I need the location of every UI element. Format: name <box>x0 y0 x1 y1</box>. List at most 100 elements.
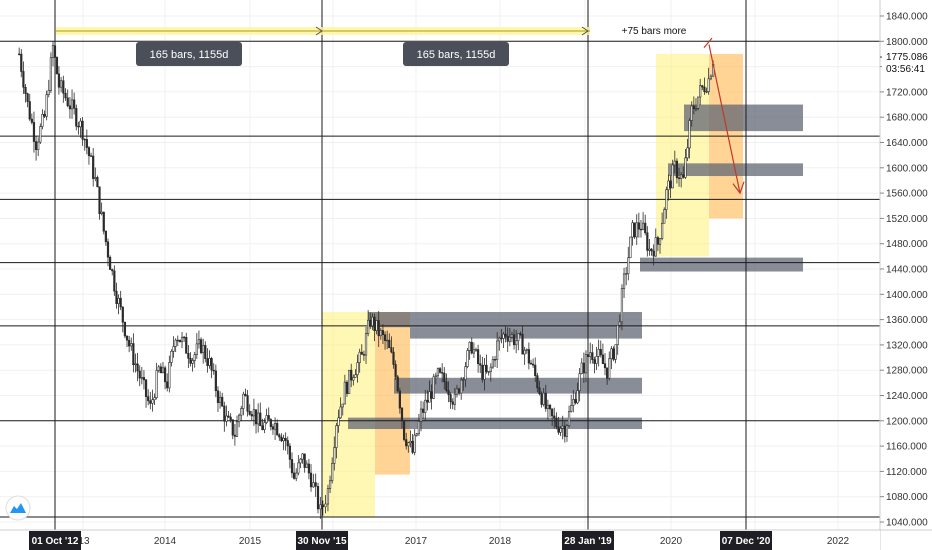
candle-body <box>362 354 366 356</box>
candle-body <box>392 351 395 365</box>
candle-body <box>584 354 588 374</box>
candle-body <box>34 141 38 150</box>
candle-body <box>682 174 685 178</box>
candle-body <box>457 388 461 394</box>
candle-body <box>49 57 52 91</box>
candle-body <box>529 362 533 365</box>
candle-body <box>415 433 418 436</box>
candle-body <box>555 417 558 428</box>
candle-body <box>140 377 143 379</box>
x-tick-label: 2017 <box>405 536 428 547</box>
candle-body <box>445 381 448 391</box>
candle-body <box>665 189 668 210</box>
candle-body <box>707 78 710 92</box>
candle-body <box>303 453 306 468</box>
candle-body <box>229 416 232 421</box>
candle-body <box>597 348 600 357</box>
candle-body <box>671 164 674 189</box>
candle-body <box>206 358 209 366</box>
candle-body <box>540 393 543 405</box>
candle-body <box>75 107 78 127</box>
candle-body <box>94 177 97 179</box>
candle-body <box>193 354 196 361</box>
candle-body <box>347 369 351 394</box>
candle-body <box>542 392 545 405</box>
candle-body <box>394 364 397 378</box>
candle-body <box>202 345 205 354</box>
candle-body <box>174 339 177 347</box>
y-axis: 1840.0001800.0001760.0001720.0001680.000… <box>879 0 932 550</box>
candle-body <box>286 440 289 447</box>
candle-body <box>324 503 327 508</box>
candle-body <box>138 370 141 379</box>
y-tick-label: 1360.000 <box>886 315 928 326</box>
candle-body <box>113 270 116 292</box>
candle-body <box>70 99 74 110</box>
candle-body <box>388 339 391 348</box>
candle-body <box>214 370 217 392</box>
candle-body <box>163 367 167 383</box>
candle-body <box>699 85 702 98</box>
candle-body <box>506 335 509 342</box>
x-axis-panel <box>0 530 880 550</box>
arrow-head <box>732 181 745 195</box>
marker-date-badge <box>296 531 348 550</box>
candle-body <box>705 91 708 93</box>
candle-body <box>30 118 33 123</box>
candle-body <box>244 393 247 396</box>
candle-body <box>449 394 452 403</box>
y-tick-label: 1640.000 <box>886 138 928 149</box>
candle-body <box>455 388 459 395</box>
marker-date-badge <box>720 531 772 550</box>
candle-body <box>477 349 480 364</box>
candle-body <box>574 399 577 404</box>
candle-body <box>77 125 80 128</box>
candle-body <box>288 445 291 460</box>
candle-body <box>216 390 220 403</box>
candle-body <box>55 57 59 75</box>
candle-body <box>66 97 69 107</box>
candle-body <box>195 343 198 355</box>
candle-body <box>534 364 537 376</box>
candle-body <box>386 339 389 342</box>
candle-body <box>460 379 463 394</box>
tradingview-logo[interactable] <box>5 495 31 521</box>
candle-body <box>20 53 23 72</box>
candle-body <box>400 407 404 421</box>
candle-body <box>204 345 207 359</box>
candle-body <box>180 336 184 343</box>
candle-body <box>656 237 659 245</box>
candle-body <box>570 405 573 412</box>
candle-body <box>26 93 29 102</box>
candle-body <box>496 340 499 360</box>
candle-body <box>316 485 320 510</box>
y-tick-label: 1480.000 <box>886 239 928 250</box>
candle-body <box>117 297 120 304</box>
candle-body <box>62 80 65 94</box>
candle-body <box>81 120 84 140</box>
candle-body <box>517 333 520 342</box>
candle-body <box>654 237 657 257</box>
candle-body <box>339 406 342 419</box>
candle-body <box>398 390 401 409</box>
y-axis-panel <box>880 0 932 550</box>
candle-body <box>159 366 162 374</box>
candle-body <box>383 334 387 341</box>
candle-body <box>356 362 359 376</box>
candle-body <box>149 400 152 404</box>
candle-body <box>438 368 442 373</box>
bars-more-note: +75 bars more <box>622 26 687 37</box>
candle-body <box>612 348 615 360</box>
candle-body <box>667 180 670 191</box>
candle-body <box>161 367 165 374</box>
last-price-box <box>882 50 932 77</box>
candle-body <box>47 90 50 95</box>
candle-body <box>572 399 575 406</box>
candle-body <box>319 504 322 510</box>
candle-body <box>658 238 662 245</box>
candle-body <box>132 343 135 366</box>
candle-body <box>472 349 475 354</box>
candle-body <box>629 236 632 259</box>
candle-body <box>290 459 294 474</box>
